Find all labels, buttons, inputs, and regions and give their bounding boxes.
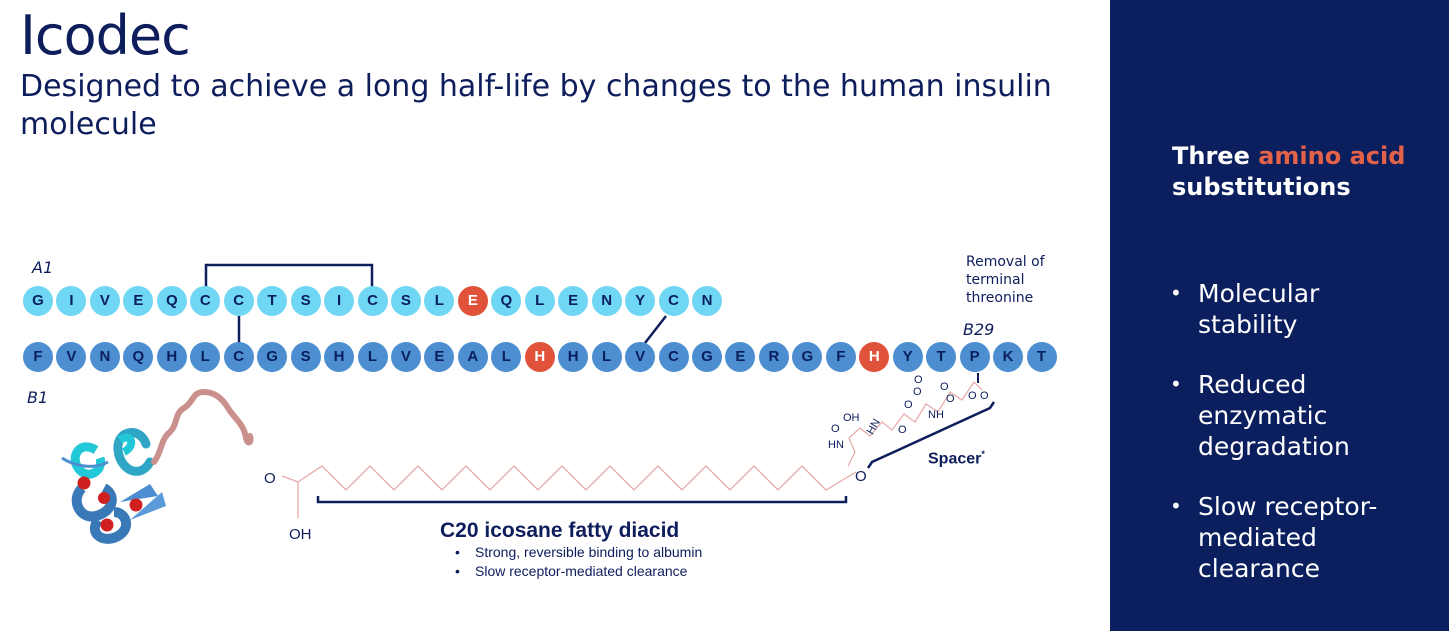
svg-text:O: O [904, 399, 913, 411]
svg-text:NH: NH [928, 409, 944, 421]
slide-subtitle: Designed to achieve a long half-life by … [20, 69, 1052, 142]
residue-b-11: L [357, 342, 388, 372]
b-chain-start-label: B1 [27, 388, 49, 407]
fatty-acid-chain [297, 465, 847, 491]
residue-b-4: Q [123, 342, 154, 372]
bullet-dot-icon: • [1170, 372, 1182, 396]
residue-b-19: V [625, 342, 656, 372]
residue-a-16: L [524, 286, 555, 316]
diacid-bullet: • Strong, reversible binding to albumin [455, 544, 703, 560]
diacid-bullets: • Strong, reversible binding to albumin •… [455, 543, 702, 581]
residue-b-24: G [792, 342, 823, 372]
sidebar-bullet: • Slow receptor-mediated clearance [1170, 492, 1378, 583]
residue-b-31: T [1026, 342, 1057, 372]
residue-b-3: N [89, 342, 120, 372]
residue-b-12: V [390, 342, 421, 372]
slide-title: Icodec [20, 4, 191, 67]
residue-a-10: I [324, 286, 355, 316]
svg-text:O: O [980, 390, 989, 402]
residue-a-15: Q [491, 286, 522, 316]
residue-a-7: C [223, 286, 254, 316]
residue-b-7: C [223, 342, 254, 372]
residue-a-12: S [390, 286, 421, 316]
residue-b-17: H [558, 342, 589, 372]
diacid-bullet: • Slow receptor-mediated clearance [455, 563, 688, 579]
spacer-label: Spacer* [928, 449, 985, 468]
sidebar-bullet: • Reduced enzymatic degradation [1170, 370, 1350, 461]
residue-b-27: Y [892, 342, 923, 372]
sidebar-heading: Three amino acid substitutions [1172, 142, 1406, 201]
residue-a-1: G [23, 286, 53, 316]
bullet-dot-icon: • [1170, 494, 1182, 518]
residue-a-4: E [123, 286, 154, 316]
svg-text:O: O [914, 374, 923, 386]
svg-text:O: O [946, 393, 955, 405]
diacid-oh-label: OH [289, 526, 312, 543]
sidebar-bullets: • Molecular stability • Reduced enzymatic … [1168, 278, 1398, 613]
insulin-diagram: OH O HN HN O O NH O O O O O O O O OH [61, 263, 996, 544]
residue-b-26: H [859, 342, 890, 372]
residue-a-3: V [89, 286, 120, 316]
b-chain-end-label: B29 [963, 320, 995, 339]
svg-text:O: O [913, 386, 922, 398]
diacid-o-label: O [264, 470, 276, 487]
diacid-bracket [316, 496, 848, 504]
residue-b-6: L [190, 342, 221, 372]
disulfide-bonds [204, 263, 667, 344]
residue-b-9: S [290, 342, 321, 372]
residue-a-8: T [257, 286, 288, 316]
residue-a-18: N [591, 286, 622, 316]
residue-b-1: F [23, 342, 53, 372]
spacer-bracket [866, 401, 996, 469]
residue-a-6: C [190, 286, 221, 316]
residue-a-19: Y [625, 286, 656, 316]
spacer-chain [847, 381, 983, 467]
sidebar-panel: Three amino acid substitutions • Molecula… [1110, 0, 1449, 631]
residue-b-8: G [257, 342, 288, 372]
residue-a-11: C [357, 286, 388, 316]
residue-b-30: K [993, 342, 1024, 372]
svg-text:O: O [898, 424, 907, 436]
residue-b-2: V [56, 342, 87, 372]
bullet-dot-icon: • [1170, 281, 1182, 305]
residue-b-5: H [156, 342, 187, 372]
svg-text:O: O [968, 390, 977, 402]
a-chain-start-label: A1 [32, 258, 54, 277]
residue-a-9: S [290, 286, 321, 316]
residue-a-13: L [424, 286, 455, 316]
residue-b-10: H [324, 342, 355, 372]
svg-text:O: O [855, 468, 867, 485]
residue-b-15: L [491, 342, 522, 372]
svg-text:OH: OH [843, 412, 860, 424]
residue-a-2: I [56, 286, 87, 316]
residue-b-18: L [591, 342, 622, 372]
residue-b-21: G [692, 342, 722, 372]
residue-a-17: E [558, 286, 589, 316]
residue-b-29: P [959, 342, 990, 372]
svg-text:HN: HN [828, 439, 844, 451]
residue-b-14: A [457, 342, 488, 372]
residue-a-5: Q [156, 286, 187, 316]
residue-b-25: F [825, 342, 856, 372]
residue-b-20: C [658, 342, 689, 372]
residue-a-21: N [692, 286, 722, 316]
residue-b-13: E [424, 342, 455, 372]
sidebar-bullet: • Molecular stability [1170, 279, 1320, 339]
residue-b-16: H [524, 342, 555, 372]
residue-b-22: E [725, 342, 756, 372]
residue-b-23: R [758, 342, 789, 372]
residue-a-14: E [457, 286, 488, 316]
svg-text:O: O [831, 423, 840, 435]
removal-note: Removal of terminal threonine [966, 254, 1045, 306]
residue-b-28: T [926, 342, 957, 372]
residue-a-20: C [658, 286, 689, 316]
diacid-title: C20 icosane fatty diacid [440, 519, 680, 542]
svg-text:O: O [940, 381, 949, 393]
protein-structure-image [61, 388, 254, 544]
spacer-atoms: OH O HN HN O O NH O O O O O O [828, 374, 989, 451]
